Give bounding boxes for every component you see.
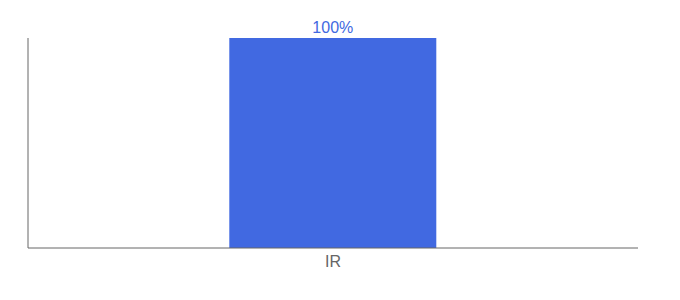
- svg-text:IR: IR: [325, 253, 341, 270]
- svg-text:100%: 100%: [312, 19, 353, 36]
